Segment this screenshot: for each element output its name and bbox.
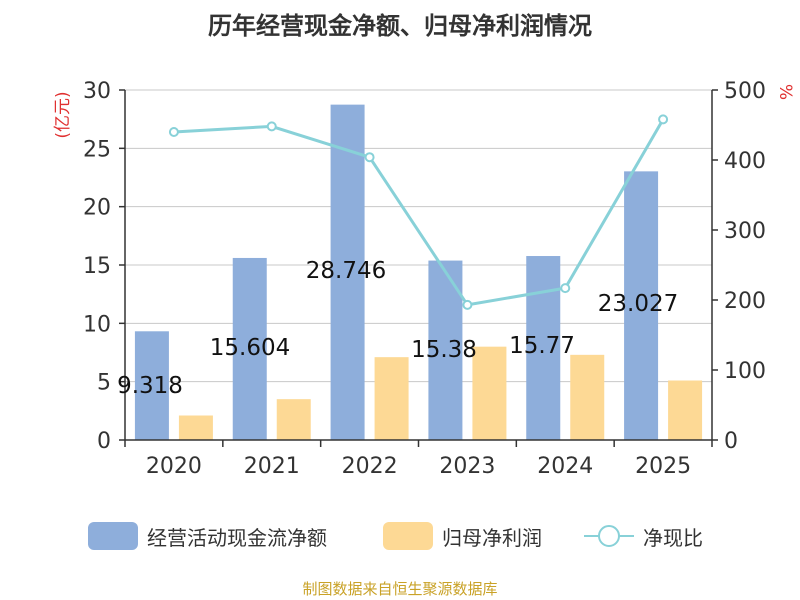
y-left-tick-label: 10	[83, 312, 111, 337]
data-labels: 9.318 15.604 28.746 15.38 15.77 23.027	[117, 258, 678, 399]
bar-profit-2020	[178, 415, 213, 440]
y-left-tick-label: 30	[83, 79, 111, 104]
data-label-cashflow-2025: 23.027	[598, 291, 678, 317]
y-right-tick-label: 400	[724, 149, 766, 174]
y-left-tick-label: 5	[97, 371, 111, 396]
y-right-tick-label: 300	[724, 219, 766, 244]
ratio-point-2025	[658, 114, 669, 125]
bar-cashflow-2024	[526, 256, 561, 440]
data-label-cashflow-2023: 15.38	[411, 337, 477, 363]
x-tick-label: 2021	[244, 454, 300, 479]
data-label-cashflow-2021: 15.604	[210, 335, 290, 361]
bar-cashflow-2025	[624, 171, 659, 440]
y-left-tick-label: 15	[83, 254, 111, 279]
y-right-tick-label: 0	[724, 429, 738, 454]
ratio-point-2020	[168, 127, 179, 137]
legend-label-profit: 归母净利润	[442, 525, 542, 550]
bar-profit-2021	[276, 399, 311, 440]
x-tick-label: 2020	[146, 454, 202, 479]
y-left-tick-label: 20	[83, 196, 111, 221]
x-tick-label: 2023	[439, 454, 495, 479]
y-right-tick-label: 100	[724, 359, 766, 384]
legend-item-ratio[interactable]: 净现比	[584, 520, 703, 552]
y-left-tick-label: 25	[83, 137, 111, 162]
ratio-point-2021	[266, 121, 277, 132]
bars	[134, 104, 703, 440]
bar-cashflow-2021	[232, 257, 267, 440]
legend: 经营活动现金流净额 归母净利润 净现比	[0, 518, 800, 554]
data-label-cashflow-2022: 28.746	[306, 258, 386, 284]
y-right-tick-label: 500	[724, 79, 766, 104]
y-left-axis-label: (亿元)	[53, 91, 73, 138]
bar-cashflow-2022	[330, 104, 365, 440]
bar-cashflow-2020	[134, 331, 169, 440]
data-label-cashflow-2024: 15.77	[509, 333, 575, 359]
x-tick-label: 2024	[537, 454, 593, 479]
legend-swatch-profit	[383, 522, 433, 550]
ratio-point-2022	[364, 152, 375, 163]
legend-label-ratio: 净现比	[643, 525, 703, 550]
ratio-point-2023	[462, 299, 473, 310]
y-left-tick-label: 0	[97, 429, 111, 454]
y-right-tick-label: 200	[724, 289, 766, 314]
ratio-line	[168, 114, 669, 310]
bar-profit-2023	[472, 346, 507, 440]
data-label-cashflow-2020: 9.318	[117, 373, 183, 399]
bar-profit-2025	[668, 380, 703, 440]
legend-item-cashflow[interactable]: 经营活动现金流净额	[88, 520, 327, 552]
x-tick-label: 2025	[635, 454, 691, 479]
y-right-axis-label: %	[775, 84, 795, 100]
data-source: 制图数据来自恒生聚源数据库	[302, 580, 498, 598]
x-tick-label: 2022	[342, 454, 398, 479]
legend-label-cashflow: 经营活动现金流净额	[147, 525, 327, 550]
bar-profit-2024	[570, 354, 605, 440]
gridlines	[125, 89, 712, 383]
legend-swatch-ratio	[584, 522, 634, 550]
chart-title: 历年经营现金净额、归母净利润情况	[208, 12, 592, 40]
ratio-line-path	[173, 118, 665, 307]
bar-profit-2022	[374, 357, 409, 440]
ratio-point-2024	[560, 283, 571, 294]
legend-swatch-cashflow	[88, 522, 138, 550]
legend-item-profit[interactable]: 归母净利润	[383, 520, 542, 552]
